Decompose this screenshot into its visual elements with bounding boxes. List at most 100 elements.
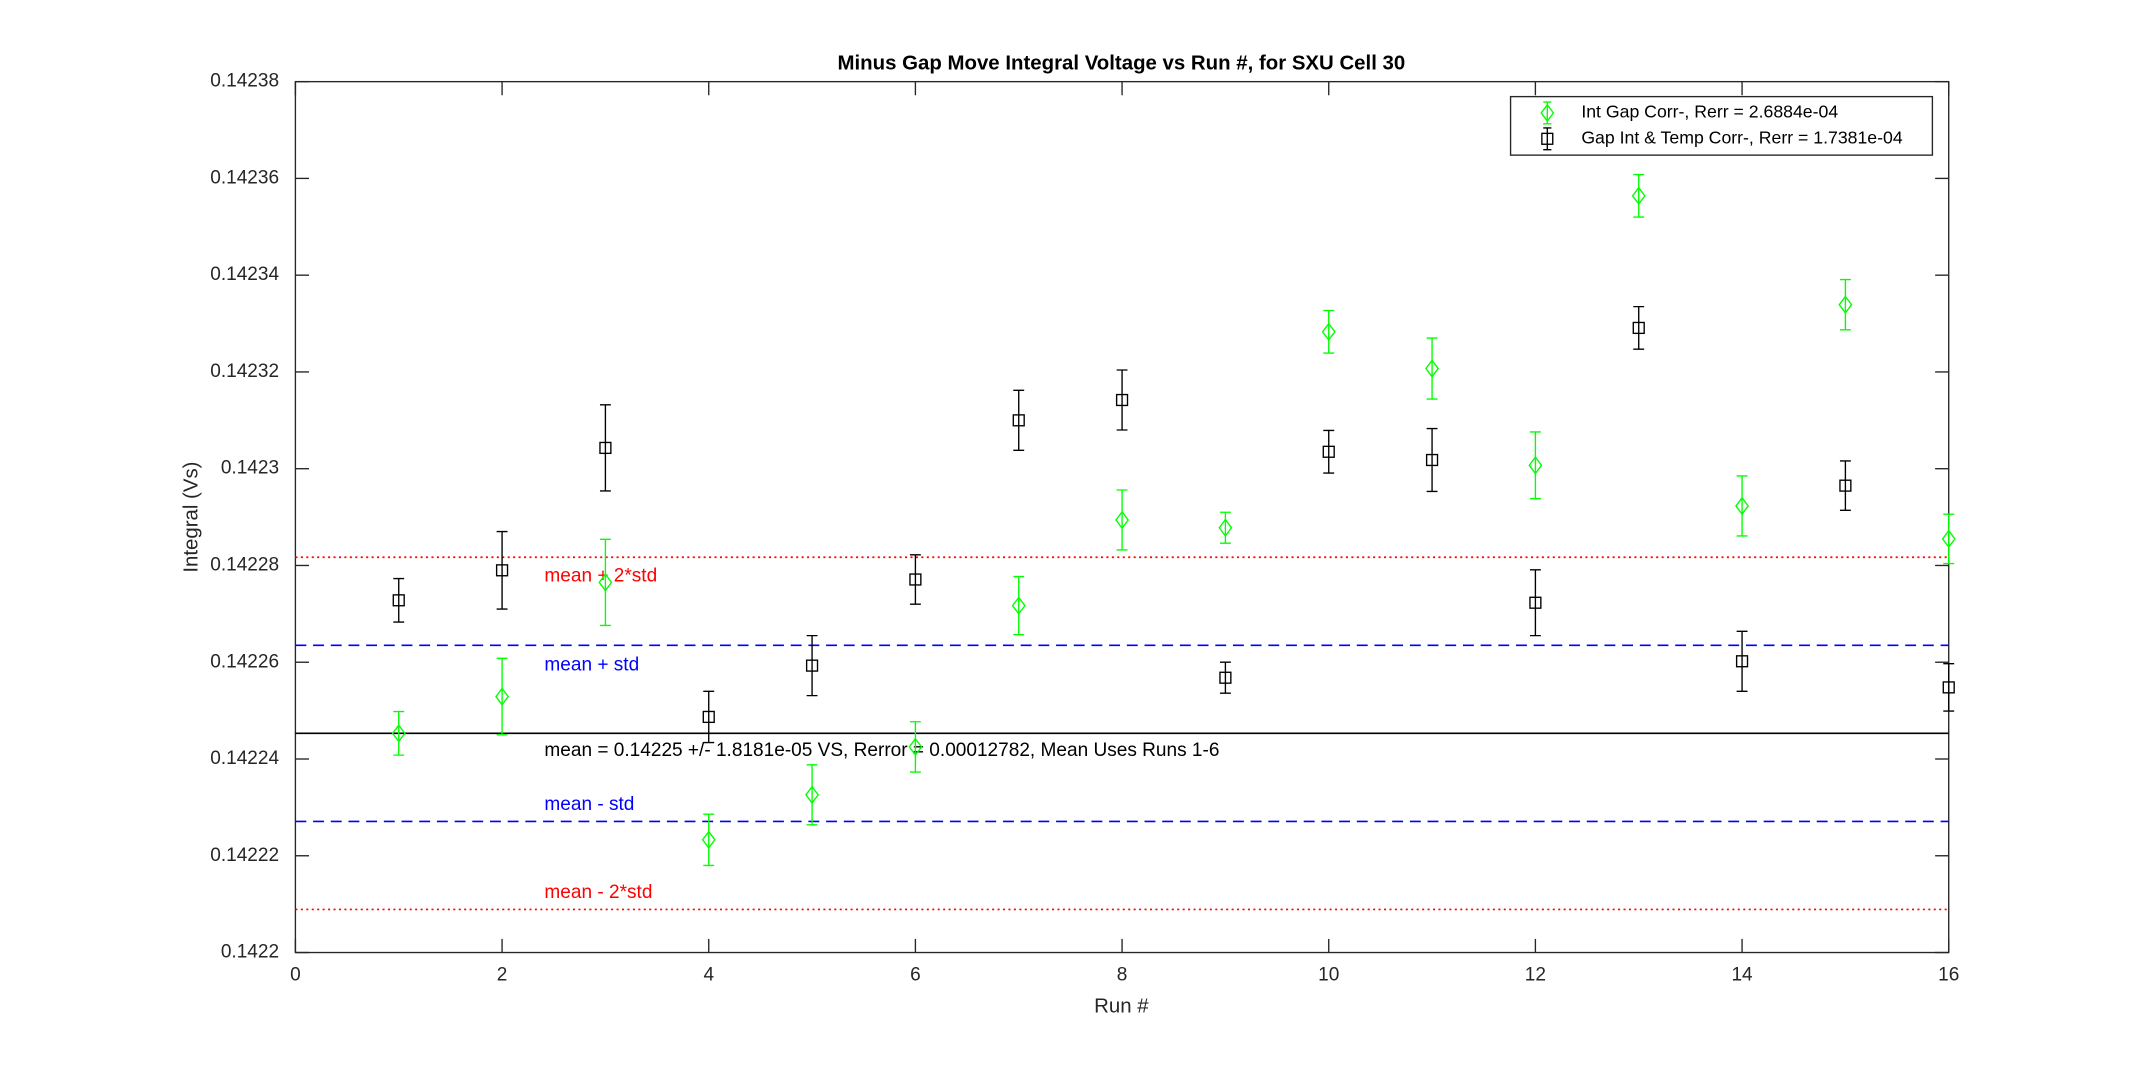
error-bar [1219,661,1231,694]
point [702,710,715,724]
point [599,441,612,455]
error-bar [599,404,611,492]
error-bar [599,538,611,627]
error-bar [703,813,715,867]
error-bar [1323,309,1335,354]
point [1528,456,1543,475]
legend-error-bar [1543,127,1552,151]
y-tick-label: 0.14236 [210,167,279,188]
point [1011,596,1026,615]
error-bar [1219,511,1231,544]
error-bar [1633,173,1645,218]
error-bar [1839,278,1851,331]
point [1941,529,1956,549]
error-bar [1323,429,1335,474]
y-tick-label: 0.14234 [210,264,279,285]
error-bar [496,530,508,610]
error-bar [1839,460,1851,511]
error-bar [1116,369,1128,431]
point [1219,671,1232,684]
reference-label: mean + 2*std [544,565,657,586]
point [1425,453,1439,467]
point [1735,655,1749,668]
error-bar [1116,489,1128,551]
reference-label: mean = 0.14225 +/- 1.8181e-05 VS, Rerror… [544,740,1219,761]
error-bar [1013,389,1025,452]
y-tick-label: 0.1423 [221,458,279,479]
error-bar [1736,475,1748,537]
y-tick-label: 0.14226 [210,651,279,672]
point [1321,322,1336,342]
error-bar [1633,305,1645,350]
x-tick-label: 16 [1938,965,1959,986]
point [391,724,406,743]
error-bar [909,554,921,605]
point [909,573,922,586]
reference-label: mean - 2*std [544,882,652,903]
error-bar [909,721,921,773]
error-bar [1529,431,1541,500]
point [1839,479,1852,492]
y-tick-label: 0.14222 [210,845,279,866]
legend-marker [1540,103,1555,123]
point [1529,596,1542,609]
y-tick-label: 0.14238 [210,71,279,92]
y-tick-label: 0.1422 [221,942,279,963]
error-bar [1943,663,1955,712]
error-bar [1426,337,1438,400]
point [908,737,923,757]
error-bar [1426,427,1438,493]
error-bar [806,764,818,826]
point [1322,445,1335,458]
series [392,305,1955,744]
x-tick-label: 6 [910,965,921,986]
point [1838,295,1853,314]
legend-box [1509,95,1934,156]
point [1012,414,1025,427]
error-bar [806,634,818,697]
x-tick-label: 0 [290,965,301,986]
point [1115,510,1130,530]
error-bar [1943,513,1955,565]
point [598,573,613,592]
point [701,830,716,850]
reference-label: mean + std [544,655,639,676]
point [392,594,405,607]
x-tick-label: 2 [497,965,508,986]
legend-label: Gap Int & Temp Corr-, Rerr = 1.7381e-04 [1581,127,1903,147]
x-tick-label: 8 [1117,965,1128,986]
series [391,173,1956,867]
legend: Int Gap Corr-, Rerr = 2.6884e-04 Gap Int … [1509,95,1934,156]
point [805,659,819,672]
legend-marker [1541,132,1554,145]
error-bar [1736,630,1748,692]
error-bar [1013,575,1025,636]
error-bar [1529,569,1541,637]
point [495,687,510,706]
point [1735,496,1750,516]
x-tick-label: 4 [703,965,714,986]
point [1218,518,1233,538]
reference-label: mean - std [544,794,634,815]
y-axis-label: Integral (Vs) [180,462,202,573]
error-bar [496,657,508,736]
point [1632,321,1645,335]
error-bar [393,710,405,756]
y-tick-label: 0.14228 [210,555,279,576]
x-tick-label: 14 [1731,965,1753,986]
point [1425,359,1440,378]
chart-title: Minus Gap Move Integral Voltage vs Run #… [838,52,1406,74]
point [1631,186,1646,206]
y-tick-label: 0.14224 [210,748,279,769]
x-tick-label: 12 [1525,965,1546,986]
point [1115,393,1129,407]
error-bar [703,690,715,744]
x-tick-label: 10 [1318,965,1339,986]
point [495,564,509,577]
error-bar [393,577,405,623]
legend-label: Int Gap Corr-, Rerr = 2.6884e-04 [1581,102,1838,122]
x-axis-label: Run # [1094,995,1149,1017]
point [805,785,820,805]
